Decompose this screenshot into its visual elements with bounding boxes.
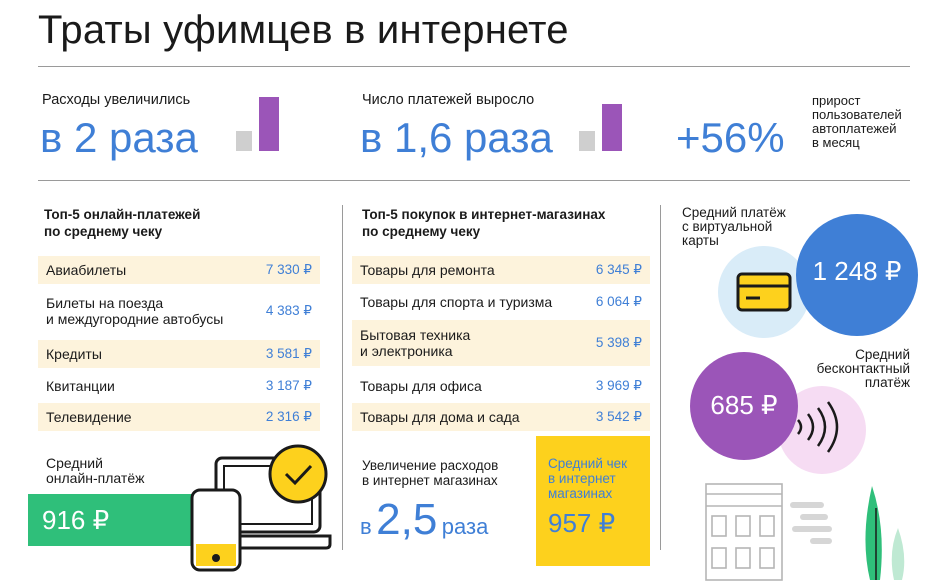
stat-expenses-label: Расходы увеличились	[42, 92, 191, 108]
row-value: 6 064 ₽	[595, 294, 642, 309]
building-icon	[705, 483, 783, 581]
divider-top	[38, 66, 910, 67]
row-label: Товары для ремонта	[360, 262, 495, 278]
shop-increase-value: в 2,5 раза	[360, 495, 489, 544]
devices-illustration	[190, 444, 332, 572]
row-value: 4 383 ₽	[265, 303, 312, 318]
table-row: Авиабилеты 7 330 ₽	[38, 256, 320, 284]
virtual-label: Средний платёж с виртуальной карты	[682, 205, 786, 248]
clouds-icon	[790, 502, 832, 544]
table-row: Товары для дома и сада 3 542 ₽	[352, 403, 650, 431]
bar-before-icon	[236, 131, 252, 151]
row-label: Бытовая техника и электроника	[360, 327, 471, 359]
stat-payments-label: Число платежей выросло	[362, 92, 535, 108]
row-label: Квитанции	[46, 378, 115, 394]
virtual-value: 1 248 ₽	[812, 256, 902, 286]
checkmark-icon	[268, 444, 328, 504]
shop-avg-value: 957 ₽	[548, 508, 616, 538]
row-value: 7 330 ₽	[265, 262, 312, 277]
table-row: Телевидение 2 316 ₽	[38, 403, 320, 431]
bar-after-icon	[259, 97, 279, 151]
divider-middle	[38, 180, 910, 181]
table-row: Товары для ремонта 6 345 ₽	[352, 256, 650, 284]
contactless-value: 685 ₽	[710, 390, 778, 420]
online-avg-value: 916 ₽	[28, 494, 218, 546]
contactless-label: Средний бесконтактный платёж	[816, 347, 910, 390]
page-title: Траты уфимцев в интернете	[38, 8, 569, 52]
row-label: Кредиты	[46, 346, 102, 362]
row-value: 5 398 ₽	[595, 335, 642, 350]
stat-expenses-value: в 2 раза	[40, 114, 198, 161]
stat-autopay-value: +56%	[676, 114, 785, 161]
column-divider	[342, 205, 343, 550]
row-label: Билеты на поезда и междугородние автобус…	[46, 295, 224, 327]
bar-before-icon	[579, 131, 595, 151]
shop-avg-label: Средний чек в интернет магазинах	[548, 456, 628, 501]
shop-increase-label: Увеличение расходов в интернет магазинах	[362, 458, 499, 488]
row-value: 3 542 ₽	[595, 409, 642, 424]
row-label: Телевидение	[46, 409, 132, 425]
table-row: Бытовая техника и электроника 5 398 ₽	[352, 320, 650, 366]
row-value: 3 581 ₽	[265, 346, 312, 361]
table-row: Квитанции 3 187 ₽	[38, 372, 320, 400]
row-value: 2 316 ₽	[265, 409, 312, 424]
table-row: Билеты на поезда и междугородние автобус…	[38, 290, 320, 332]
row-label: Товары для офиса	[360, 378, 482, 394]
row-label: Товары для дома и сада	[360, 409, 520, 425]
shop-top-title: Топ-5 покупок в интернет-магазинах по ср…	[362, 207, 606, 239]
row-value: 3 187 ₽	[265, 378, 312, 393]
contactless-value-circle	[690, 352, 798, 460]
table-row: Кредиты 3 581 ₽	[38, 340, 320, 368]
online-avg-label: Средний онлайн-платёж	[46, 455, 145, 486]
stat-payments-value: в 1,6 раза	[360, 114, 553, 161]
contactless-waves-icon	[797, 401, 839, 453]
table-row: Товары для спорта и туризма 6 064 ₽	[352, 288, 650, 316]
tree-icon	[891, 528, 905, 580]
card-icon	[736, 272, 792, 312]
shop-avg-box	[536, 436, 650, 566]
column-divider	[660, 205, 661, 550]
row-value: 3 969 ₽	[595, 378, 642, 393]
stat-autopay-note: прирост пользователей автоплатежей в мес…	[812, 93, 902, 150]
city-illustration	[705, 483, 905, 581]
row-label: Товары для спорта и туризма	[360, 294, 553, 310]
row-label: Авиабилеты	[46, 262, 127, 278]
table-row: Товары для офиса 3 969 ₽	[352, 372, 650, 400]
online-top-title: Топ-5 онлайн-платежей по среднему чеку	[44, 207, 201, 239]
tree-icon	[865, 486, 882, 580]
virtual-value-circle	[796, 214, 918, 336]
row-value: 6 345 ₽	[595, 262, 642, 277]
bar-after-icon	[602, 104, 622, 151]
